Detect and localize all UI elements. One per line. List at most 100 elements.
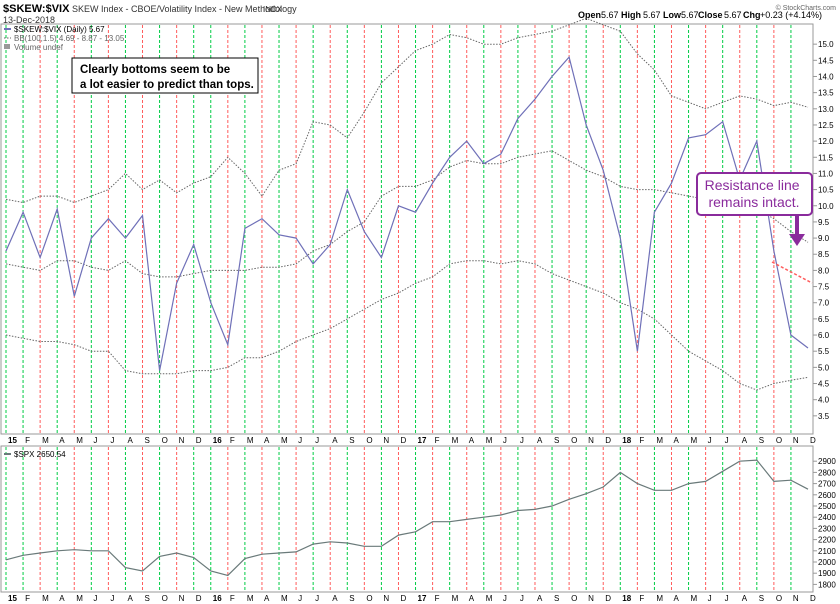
high-value: 5.67 <box>643 10 661 20</box>
open-label: Open <box>578 10 601 20</box>
x-tick-label: S <box>759 594 764 603</box>
x-tick-label: M <box>247 436 254 445</box>
x-tick-label: O <box>162 436 168 445</box>
y-tick-label: 15.0 <box>818 40 834 49</box>
x-tick-label: D <box>400 594 406 603</box>
x-tick-label: S <box>349 594 354 603</box>
spx-legend: $SPX 2650.54 <box>4 450 66 459</box>
x-tick-label: J <box>725 594 729 603</box>
x-tick-label: A <box>673 594 679 603</box>
x-tick-label: A <box>673 436 679 445</box>
y-tick-label: 14.5 <box>818 56 834 65</box>
x-tick-label: D <box>605 436 611 445</box>
annotation-resistance-line1: Resistance line <box>705 177 800 193</box>
y-tick-label: 8.5 <box>818 250 830 259</box>
x-tick-label: S <box>145 594 150 603</box>
x-tick-label: M <box>281 594 288 603</box>
x-tick-label: M <box>452 594 459 603</box>
x-tick-label: O <box>776 594 782 603</box>
resistance-line <box>771 261 813 284</box>
annotation-resistance-box <box>696 172 813 216</box>
skew-vix-line <box>5 55 809 371</box>
y-tick-label: 12.5 <box>818 121 834 130</box>
x-tick-label: J <box>503 594 507 603</box>
symbol-title: $SKEW:$VIX <box>3 3 70 15</box>
x-tick-label: M <box>656 436 663 445</box>
spx-y-tick-label: 2600 <box>818 491 836 500</box>
main-y-axis: 3.5 4.0 4.5 5.0 5.5 6.0 6.5 7.0 7.5 8.0 8.5 9.0 9.5 1… <box>813 40 834 421</box>
exchange-label: INDX <box>263 5 283 14</box>
skew-vix-series <box>5 55 809 371</box>
y-tick-label: 4.5 <box>818 380 830 389</box>
x-tick-label: M <box>76 436 83 445</box>
x-tick-label: A <box>264 594 270 603</box>
x-tick-label: M <box>691 594 698 603</box>
x-tick-label: M <box>281 436 288 445</box>
volume-legend-text: Volume undef <box>14 43 64 52</box>
bb-legend-text: BB(100,1.5) 4.69 - 8.87 - 13.05 <box>14 34 125 43</box>
close-value: 5.67 <box>724 10 742 20</box>
spx-y-tick-label: 2300 <box>818 524 836 533</box>
spx-panel <box>0 445 814 593</box>
x-tick-label: D <box>810 436 816 445</box>
low-value: 5.67 <box>681 10 699 20</box>
spx-y-tick-label: 2000 <box>818 558 836 567</box>
spx-y-tick-label: 2800 <box>818 468 836 477</box>
x-tick-label: J <box>315 594 319 603</box>
spx-y-tick-label: 2500 <box>818 502 836 511</box>
x-tick-label: J <box>315 436 319 445</box>
x-tick-label: M <box>452 436 459 445</box>
x-tick-label: A <box>469 436 475 445</box>
x-tick-label: D <box>605 594 611 603</box>
x-tick-label: N <box>179 436 185 445</box>
spx-legend-text: $SPX 2650.54 <box>14 450 66 459</box>
x-tick-label: N <box>383 594 389 603</box>
chg-label: Chg <box>743 10 761 20</box>
x-tick-label: A <box>537 594 543 603</box>
y-tick-label: 8.0 <box>818 266 830 275</box>
x-tick-label: O <box>571 594 577 603</box>
spx-y-tick-label: 2700 <box>818 480 836 489</box>
x-tick-label: S <box>349 436 354 445</box>
x-tick-label: N <box>588 436 594 445</box>
x-tick-label: A <box>742 436 748 445</box>
x-tick-label: M <box>42 436 49 445</box>
x-tick-label: M <box>247 594 254 603</box>
x-tick-label: A <box>59 436 65 445</box>
callout-arrow-head <box>789 234 805 246</box>
y-tick-label: 10.0 <box>818 202 834 211</box>
x-tick-label: 17 <box>418 594 427 603</box>
y-tick-label: 11.0 <box>818 169 834 178</box>
y-tick-label: 13.0 <box>818 105 834 114</box>
y-tick-label: 12.0 <box>818 137 834 146</box>
x-tick-label: S <box>759 436 764 445</box>
spx-y-axis: 1800 1900 2000 2100 2200 2300 2400 2500 2600 2700… <box>813 457 836 589</box>
x-tick-label: F <box>230 436 235 445</box>
bb-band-line <box>5 260 809 391</box>
spx-series <box>5 459 809 577</box>
symbol-description: SKEW Index - CBOE/Volatility Index - New… <box>72 4 297 14</box>
x-tick-label: F <box>639 436 644 445</box>
y-tick-label: 10.5 <box>818 186 834 195</box>
y-tick-label: 14.0 <box>818 72 834 81</box>
x-tick-label: F <box>230 594 235 603</box>
y-tick-label: 7.0 <box>818 299 830 308</box>
x-tick-label: N <box>383 436 389 445</box>
x-tick-label: D <box>400 436 406 445</box>
y-tick-label: 9.0 <box>818 234 830 243</box>
y-tick-label: 5.0 <box>818 363 830 372</box>
spx-x-axis: 15 F M A M J J A S O N D 16 F M A M J J A S O N D 17 F M A M J J A S O N D 1… <box>8 594 816 603</box>
main-legend: $SKEW:$VIX (Daily) 5.67 BB(100,1.5) 4.69… <box>4 25 125 52</box>
low-label: Low <box>663 10 682 20</box>
x-tick-label: O <box>776 436 782 445</box>
x-tick-label: J <box>708 436 712 445</box>
x-tick-label: M <box>486 436 493 445</box>
x-tick-label: O <box>366 594 372 603</box>
stockcharts-credit: © StockCharts.com <box>776 4 837 12</box>
x-tick-label: J <box>708 594 712 603</box>
x-tick-label: J <box>520 436 524 445</box>
annotation-bottoms-line1: Clearly bottoms seem to be <box>80 64 230 76</box>
x-tick-label: F <box>435 594 440 603</box>
x-tick-label: M <box>76 594 83 603</box>
